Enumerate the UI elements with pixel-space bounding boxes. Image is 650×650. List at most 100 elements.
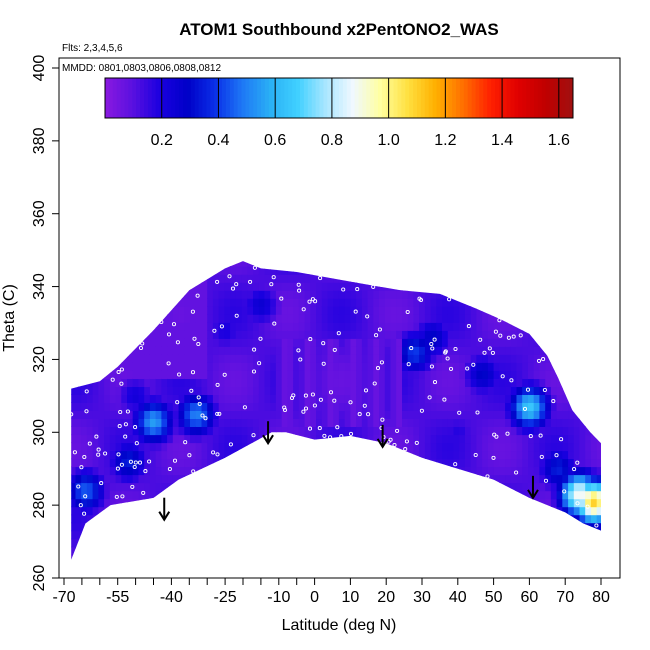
heatmap-cell	[338, 370, 346, 379]
sample-point	[171, 322, 177, 327]
x-tick-label: -40	[160, 589, 183, 606]
sample-point	[133, 460, 138, 465]
heatmap-cell	[207, 386, 214, 395]
heatmap-cell	[104, 354, 111, 363]
heatmap-cell	[333, 466, 340, 476]
heatmap-cell	[241, 402, 248, 411]
heatmap-cell	[585, 418, 592, 427]
heatmap-cell	[149, 394, 157, 403]
heatmap-cell	[241, 354, 248, 363]
heatmap-cell	[545, 530, 552, 540]
heatmap-cell	[476, 282, 483, 291]
heatmap-cell	[459, 563, 465, 572]
heatmap-cell	[579, 322, 586, 331]
heatmap-cell	[75, 378, 82, 387]
heatmap-cell	[310, 386, 317, 395]
heatmap-cell	[556, 506, 563, 516]
heatmap-cell	[493, 362, 500, 371]
heatmap-cell	[201, 410, 208, 419]
heatmap-cell	[333, 402, 340, 411]
heatmap-cell	[545, 378, 552, 387]
heatmap-cell	[465, 354, 472, 363]
heatmap-cell	[270, 338, 277, 347]
heatmap-cell	[195, 266, 202, 275]
heatmap-cell	[505, 418, 512, 427]
heatmap-cell	[127, 450, 134, 460]
heatmap-cell	[424, 354, 432, 363]
heatmap-cell	[299, 242, 305, 251]
heatmap-cell	[442, 498, 449, 508]
heatmap-cell	[419, 250, 425, 259]
heatmap-cell	[465, 378, 472, 387]
heatmap-cell	[92, 482, 99, 492]
heatmap-cell	[384, 450, 392, 460]
heatmap-cell	[115, 394, 122, 403]
heatmap-cell	[149, 410, 157, 419]
heatmap-cell	[109, 482, 117, 492]
sample-point	[445, 356, 450, 361]
heatmap-cell	[109, 306, 117, 315]
heatmap-cell	[116, 563, 122, 572]
heatmap-cell	[321, 466, 329, 476]
heatmap-cell	[470, 298, 477, 307]
heatmap-cell	[161, 563, 167, 572]
heatmap-cell	[298, 458, 306, 468]
heatmap-cell	[304, 378, 311, 387]
heatmap-cell	[155, 402, 162, 411]
heatmap-cell	[121, 498, 128, 508]
heatmap-cell	[167, 370, 174, 379]
heatmap-cell	[482, 402, 489, 411]
heatmap-cell	[585, 330, 592, 339]
heatmap-cell	[247, 563, 253, 572]
heatmap-cell	[487, 314, 495, 323]
heatmap-cell	[367, 442, 374, 452]
heatmap-cell	[212, 346, 220, 355]
heatmap-cell	[327, 266, 334, 275]
heatmap-cell	[327, 298, 334, 307]
heatmap-cell	[533, 290, 540, 299]
heatmap-cell	[470, 346, 477, 355]
colorbar-segment	[362, 78, 367, 118]
heatmap-cell	[310, 322, 317, 331]
heatmap-cell	[511, 563, 517, 572]
heatmap-cell	[333, 434, 340, 444]
heatmap-cell	[488, 563, 494, 572]
heatmap-cell	[218, 466, 225, 476]
heatmap-cell	[75, 290, 82, 299]
heatmap-cell	[149, 266, 157, 275]
heatmap-cell	[138, 506, 145, 516]
heatmap-cell	[275, 394, 283, 403]
heatmap-cell	[218, 506, 225, 516]
sample-point	[321, 361, 326, 366]
heatmap-cell	[259, 242, 265, 251]
heatmap-cell	[545, 546, 552, 556]
heatmap-cell	[293, 394, 300, 403]
heatmap-cell	[132, 498, 139, 508]
heatmap-cell	[562, 314, 569, 323]
sample-point	[200, 413, 205, 418]
heatmap-cell	[516, 442, 523, 452]
heatmap-cell	[161, 426, 168, 436]
heatmap-cell	[568, 378, 575, 387]
heatmap-cell	[419, 490, 426, 500]
heatmap-cell	[156, 250, 162, 259]
heatmap-cell	[505, 346, 512, 355]
heatmap-cell	[356, 442, 363, 452]
heatmap-cell	[413, 402, 420, 411]
heatmap-cell	[367, 522, 374, 532]
heatmap-cell	[350, 322, 357, 331]
sample-point	[203, 416, 208, 421]
heatmap-cell	[419, 242, 425, 251]
colorbar-segment	[268, 78, 274, 118]
heatmap-cell	[516, 410, 523, 419]
heatmap-cell	[316, 330, 323, 339]
heatmap-cell	[476, 306, 483, 315]
heatmap-cell	[178, 306, 185, 315]
heatmap-cell	[281, 266, 288, 275]
heatmap-cell	[516, 466, 523, 476]
heatmap-cell	[172, 546, 180, 556]
heatmap-cell	[482, 442, 489, 452]
heatmap-cell	[356, 498, 363, 508]
heatmap-cell	[442, 322, 449, 331]
heatmap-cell	[138, 538, 145, 548]
